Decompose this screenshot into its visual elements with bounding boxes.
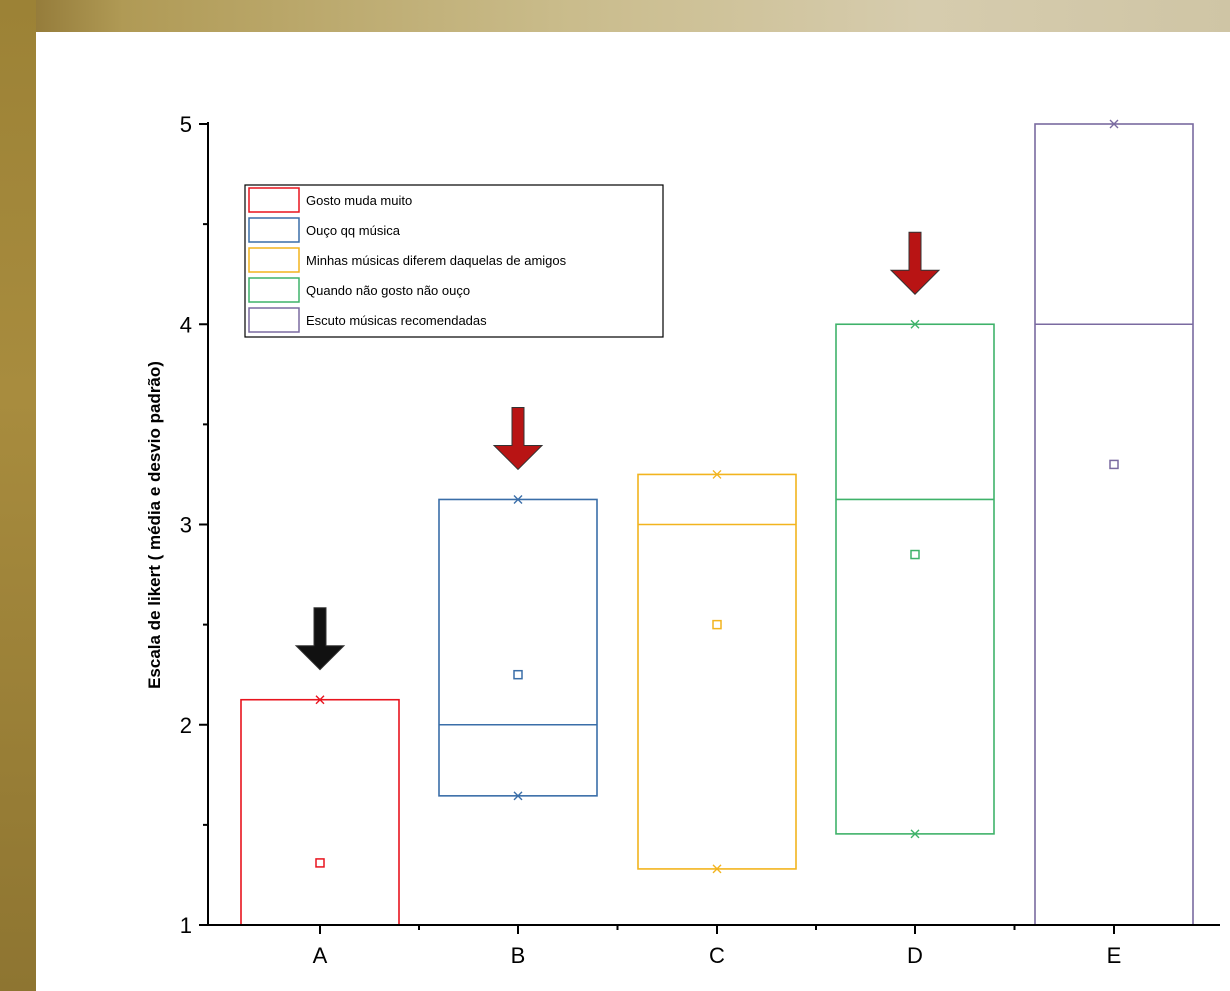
mean-marker xyxy=(1109,459,1119,470)
x-tick-label: B xyxy=(511,943,526,968)
y-tick-label: 4 xyxy=(180,312,192,337)
x-tick-label: D xyxy=(907,943,923,968)
extreme-marker xyxy=(513,791,523,801)
legend-swatch xyxy=(248,217,300,243)
y-tick-label: 1 xyxy=(180,913,192,938)
legend-swatch xyxy=(248,307,300,333)
legend-label: Quando não gosto não ouço xyxy=(306,283,470,298)
box-C xyxy=(637,469,797,874)
box-B xyxy=(438,406,598,801)
slide-left-band xyxy=(0,0,36,991)
box-D xyxy=(835,231,995,839)
legend-label: Ouço qq música xyxy=(306,223,401,238)
extreme-marker xyxy=(910,829,920,839)
x-tick-label: A xyxy=(313,943,328,968)
mean-marker xyxy=(712,619,722,630)
chart-panel xyxy=(36,32,1230,991)
legend-swatch xyxy=(248,187,300,213)
extreme-marker xyxy=(315,695,325,705)
y-axis-label: Escala de likert ( média e desvio padrão… xyxy=(145,361,164,689)
mean-marker xyxy=(513,669,523,680)
x-tick-label: C xyxy=(709,943,725,968)
extreme-marker xyxy=(1109,119,1119,129)
axis-layer: 1 2 3 4 5 A B C D E xyxy=(180,112,1220,968)
legend: Gosto muda muito Ouço qq música Minhas mús… xyxy=(244,184,664,338)
legend-swatch xyxy=(248,277,300,303)
extreme-marker xyxy=(513,494,523,504)
legend-label: Escuto músicas recomendadas xyxy=(306,313,487,328)
legend-label: Gosto muda muito xyxy=(306,193,412,208)
arrow-black xyxy=(294,607,346,671)
y-tick-label: 2 xyxy=(180,713,192,738)
arrow-red xyxy=(492,406,544,471)
legend-label: Minhas músicas diferem daquelas de amigo… xyxy=(306,253,567,268)
x-tick-label: E xyxy=(1107,943,1122,968)
extreme-marker xyxy=(712,864,722,874)
mean-marker xyxy=(315,858,325,868)
extreme-marker xyxy=(910,319,920,329)
y-tick-label: 3 xyxy=(180,513,192,538)
legend-swatch xyxy=(248,247,300,273)
arrow-red xyxy=(889,231,941,295)
extreme-marker xyxy=(712,469,722,479)
mean-marker xyxy=(910,549,920,560)
legend-box xyxy=(244,184,664,338)
y-tick-label: 5 xyxy=(180,112,192,137)
